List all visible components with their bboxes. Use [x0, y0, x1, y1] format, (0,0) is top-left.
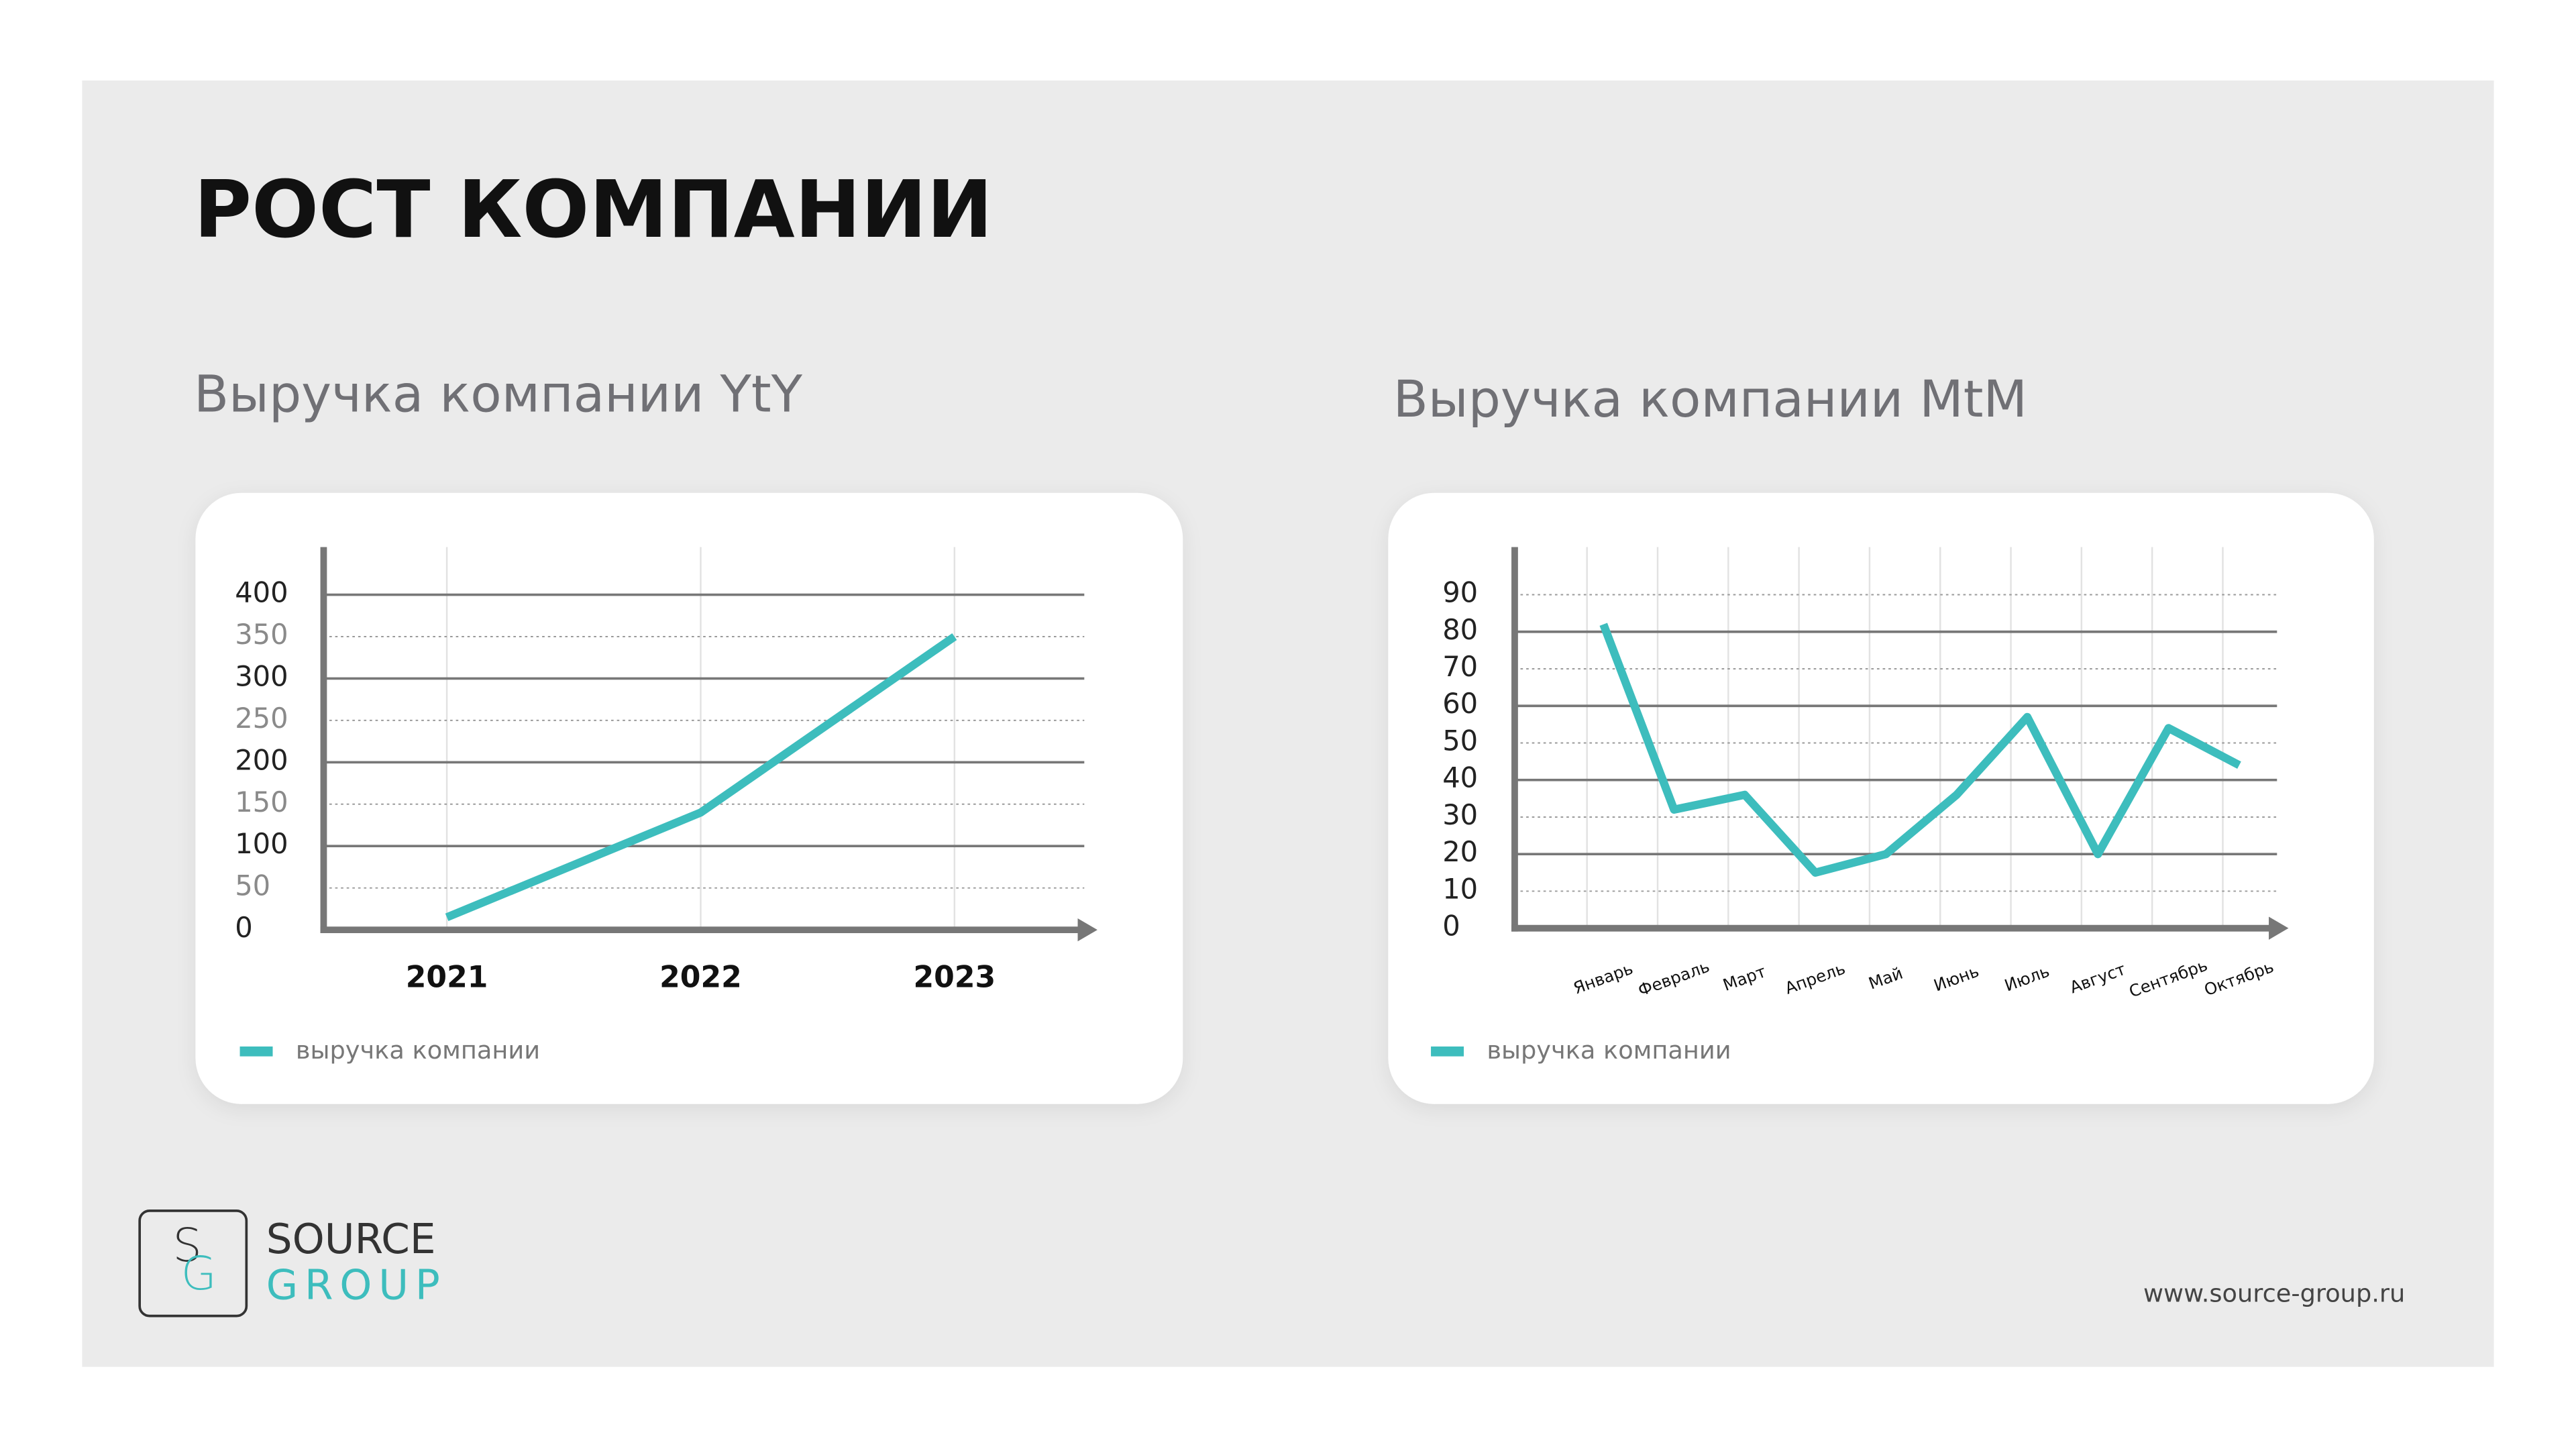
chart-title: Выручка компании YtY: [194, 365, 803, 424]
y-tick-label: 50: [235, 869, 270, 902]
y-tick-label: 10: [1442, 872, 1478, 905]
legend-swatch: [1431, 1046, 1464, 1057]
y-tick-label: 150: [235, 786, 288, 818]
y-tick-label: 20: [1442, 835, 1478, 868]
y-tick-label: 70: [1442, 650, 1478, 683]
y-tick-label: 0: [235, 911, 252, 944]
y-tick-label: 60: [1442, 687, 1478, 720]
y-tick-label: 300: [235, 659, 288, 692]
line: [1599, 623, 2241, 877]
x-axis-arrow: [2269, 916, 2289, 940]
legend-label: выручка компании: [1487, 1036, 1731, 1065]
logo-text: SOURCE: [266, 1216, 436, 1263]
legend-label: выручка компании: [296, 1036, 540, 1065]
x-axis-arrow: [1077, 918, 1097, 942]
url: www.source-group.ru: [2143, 1279, 2405, 1307]
y-tick-label: 50: [1442, 724, 1478, 757]
y-tick-label: 200: [235, 743, 288, 776]
y-tick-label: 40: [1442, 761, 1478, 794]
logo-box: [138, 1210, 248, 1318]
y-tick-label: 80: [1442, 613, 1478, 646]
card: [1388, 492, 2374, 1104]
slide-title: РОСТ КОМПАНИИ: [194, 164, 993, 256]
line: [445, 633, 957, 922]
logo-text: GROUP: [266, 1262, 447, 1309]
logo-letter: G: [181, 1247, 217, 1301]
card: [195, 492, 1183, 1104]
y-tick-label: 0: [1442, 910, 1460, 943]
x-tick-label: 2021: [406, 961, 488, 995]
y-tick-label: 400: [235, 576, 288, 609]
x-tick-label: 2022: [659, 961, 742, 995]
y-tick-label: 30: [1442, 798, 1478, 831]
x-tick-label: 2023: [914, 961, 996, 995]
logo: S G SOURCE GROUP: [138, 1210, 447, 1318]
y-tick-label: 350: [235, 618, 288, 651]
y-tick-label: 250: [235, 702, 288, 735]
y-tick-label: 90: [1442, 576, 1478, 609]
y-tick-label: 100: [235, 827, 288, 860]
legend-swatch: [239, 1046, 273, 1057]
chart-title: Выручка компании MtM: [1393, 370, 2027, 429]
logo-letter: S: [172, 1219, 202, 1273]
